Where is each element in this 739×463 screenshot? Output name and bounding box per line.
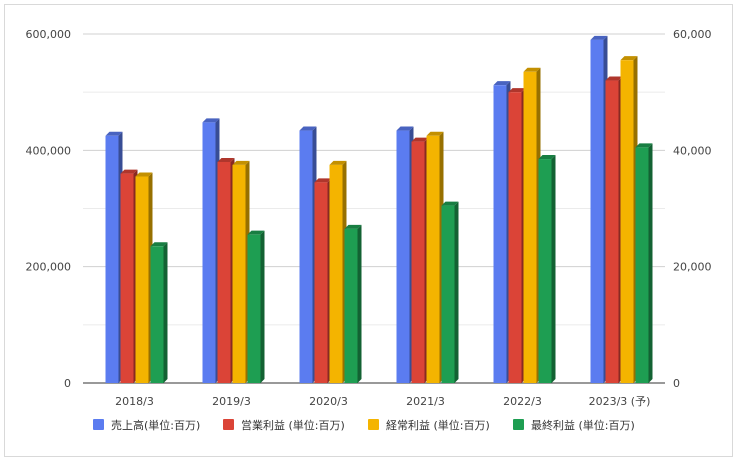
y-right-tick-label: 0 (673, 377, 680, 390)
bar-side (260, 230, 265, 383)
bar-top (538, 155, 556, 160)
bar-top (329, 160, 347, 165)
bar-top (508, 88, 526, 93)
bar-side (551, 155, 556, 383)
bar-chart: 0 200,000 400,000 600,000 0 20,000 40,000 60,00… (26, 28, 712, 432)
bar (314, 182, 328, 383)
y-right-tick-label: 40,000 (673, 144, 712, 157)
x-tick-label: 2021/3 (406, 395, 445, 408)
bar (344, 228, 358, 383)
bar (590, 39, 604, 384)
bar-top (620, 56, 638, 61)
bar-top (396, 126, 414, 131)
legend-swatch (223, 419, 234, 430)
bar (605, 80, 619, 384)
y-left-tick-label: 600,000 (26, 28, 72, 41)
bar (299, 130, 313, 383)
bar (247, 234, 261, 383)
bar (217, 161, 231, 383)
bar (135, 176, 149, 383)
x-tick-label: 2019/3 (212, 395, 251, 408)
y-left-tick-label: 0 (64, 377, 71, 390)
legend-label: 経常利益 (単位:百万) (386, 418, 490, 432)
bar (538, 159, 552, 383)
x-tick-label: 2018/3 (115, 395, 154, 408)
x-tick-label: 2022/3 (503, 395, 542, 408)
bar (523, 71, 537, 383)
bar (620, 60, 634, 384)
bar-top (120, 169, 138, 174)
bar-top (523, 67, 541, 72)
x-tick-label: 2023/3 (予) (589, 395, 651, 408)
bar (508, 92, 522, 384)
y-left-tick-label: 200,000 (26, 261, 72, 274)
bar-top (202, 118, 220, 123)
bar-top (247, 230, 265, 235)
bar-top (493, 81, 511, 86)
bar-top (105, 131, 123, 136)
y-left-tick-label: 400,000 (26, 144, 72, 157)
bar-top (590, 35, 608, 40)
bar-top (344, 224, 362, 229)
bar (411, 141, 425, 383)
y-right-tick-label: 60,000 (673, 28, 712, 41)
bar-top (217, 157, 235, 162)
y-right-tick-label: 20,000 (673, 261, 712, 274)
bar (635, 147, 649, 383)
bar (202, 122, 216, 383)
bar-top (314, 178, 332, 183)
bar-top (605, 76, 623, 81)
legend-label: 最終利益 (単位:百万) (531, 418, 635, 432)
bar-side (357, 224, 362, 383)
bar (105, 135, 119, 383)
bar-side (454, 201, 459, 383)
legend-swatch (513, 419, 524, 430)
bar-top (135, 172, 153, 177)
bar (493, 85, 507, 383)
bar (426, 135, 440, 383)
legend-swatch (368, 419, 379, 430)
legend-swatch (93, 419, 104, 430)
bar-side (163, 242, 168, 383)
bar-side (648, 143, 653, 383)
bar (120, 173, 134, 383)
bar-top (232, 160, 250, 165)
bar (441, 205, 455, 383)
x-tick-label: 2020/3 (309, 395, 348, 408)
bar-top (411, 137, 429, 142)
bar (329, 164, 343, 383)
legend-label: 売上高(単位:百万) (111, 418, 200, 432)
bar-top (299, 126, 317, 131)
bar-top (441, 201, 459, 206)
bar (396, 130, 410, 383)
bar-top (426, 131, 444, 136)
bar (232, 164, 246, 383)
bar (150, 246, 164, 383)
bar-top (150, 242, 168, 247)
bar-top (635, 143, 653, 148)
chart-frame: 0 200,000 400,000 600,000 0 20,000 40,000 60,00… (4, 4, 733, 457)
legend-label: 営業利益 (単位:百万) (241, 418, 345, 432)
